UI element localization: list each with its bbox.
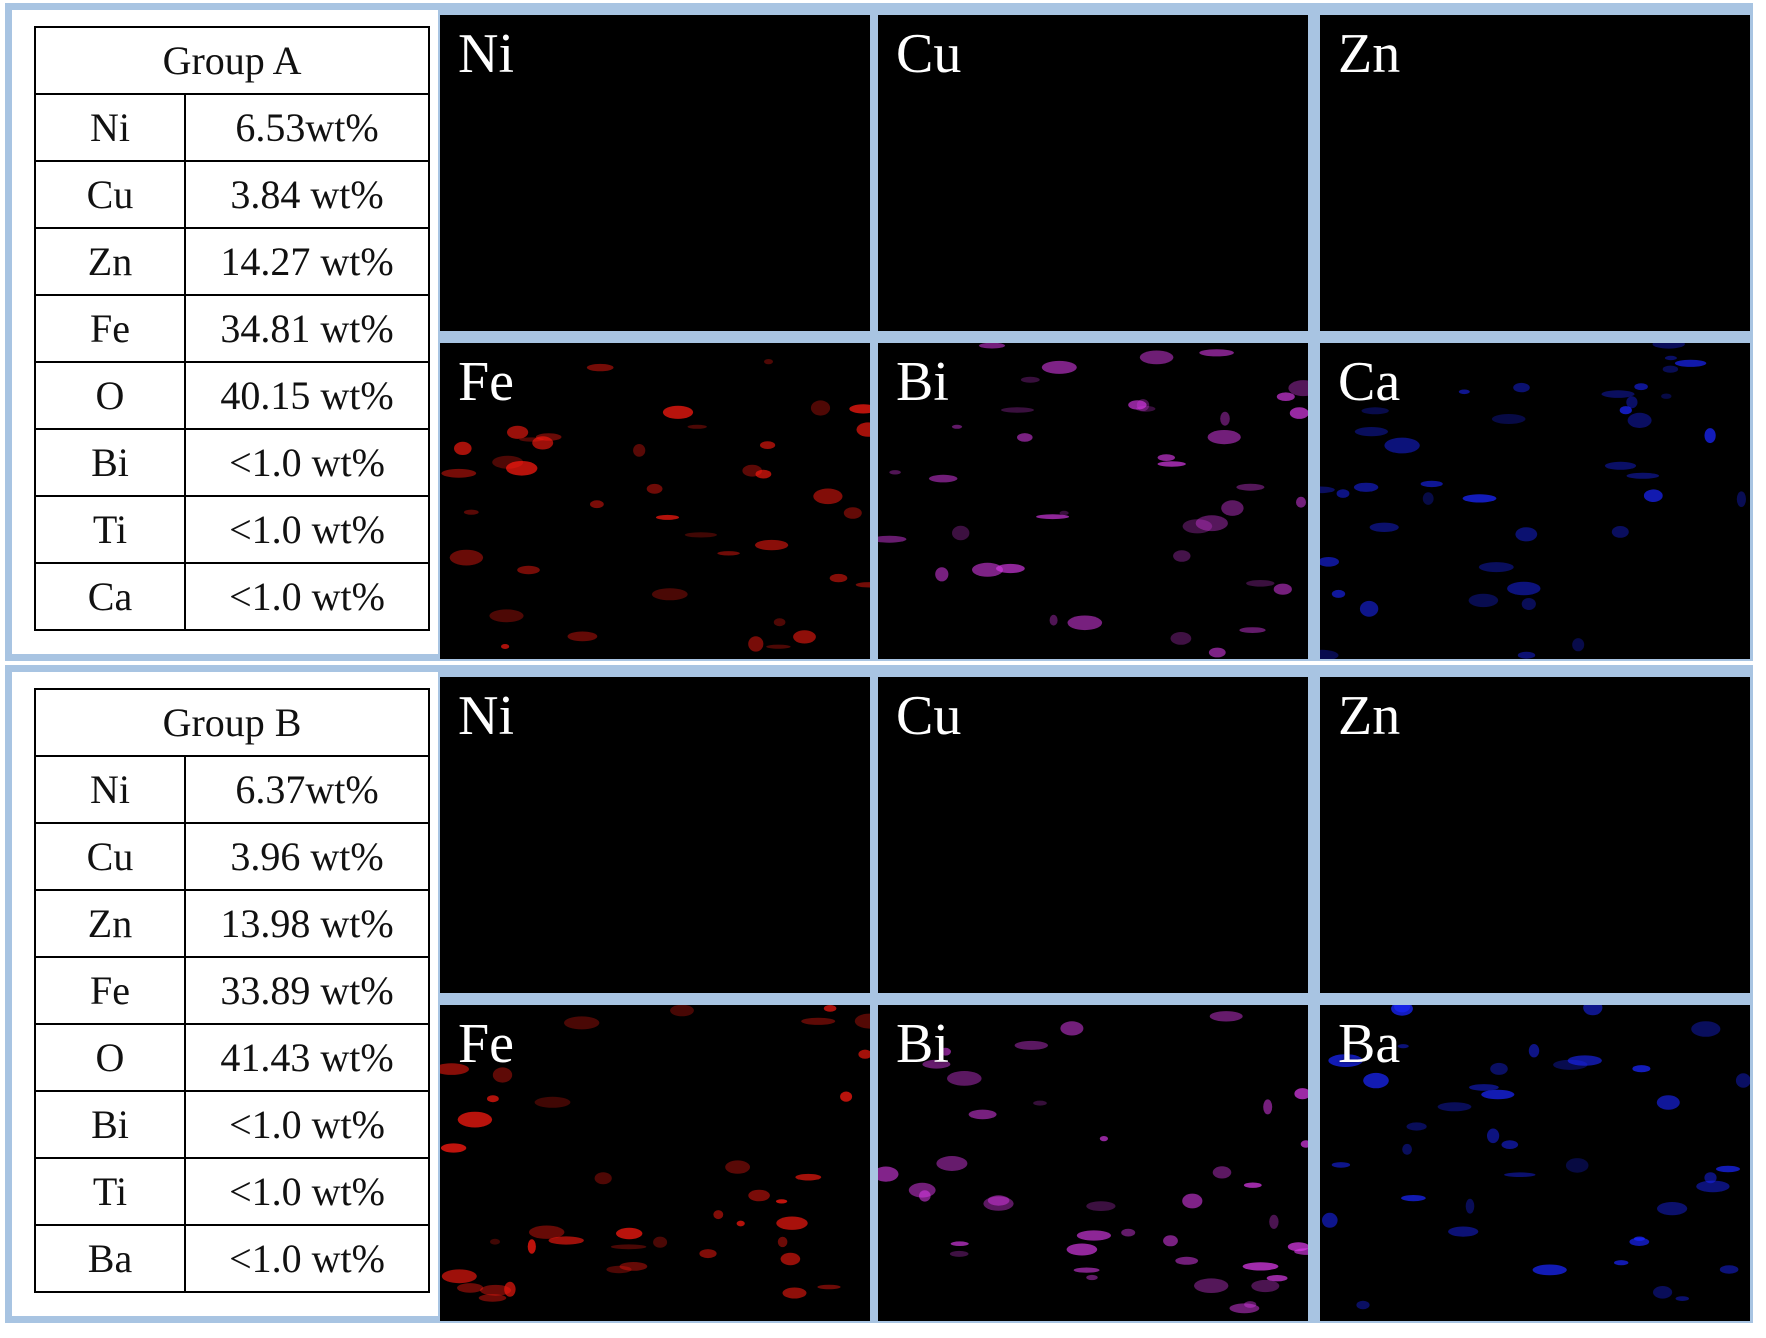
value-cell: 13.98 wt% bbox=[183, 889, 431, 958]
element-cell: Ti bbox=[34, 495, 186, 564]
value-cell: <1.0 wt% bbox=[183, 1090, 431, 1159]
value-cell: <1.0 wt% bbox=[183, 562, 431, 631]
map-label: Zn bbox=[1338, 685, 1401, 747]
group-b-map-ni: Ni bbox=[440, 677, 870, 993]
map-label: Bi bbox=[896, 351, 949, 413]
map-label: Zn bbox=[1338, 23, 1401, 85]
table-header-row: Group B bbox=[33, 688, 431, 757]
group-b-title: Group B bbox=[33, 688, 431, 757]
table-row: Ti <1.0 wt% bbox=[34, 495, 431, 564]
table-row: Bi <1.0 wt% bbox=[34, 428, 431, 497]
map-label: Ni bbox=[458, 685, 514, 747]
value-cell: 3.96 wt% bbox=[183, 822, 431, 891]
map-label: Ba bbox=[1338, 1013, 1401, 1075]
value-cell: 6.53wt% bbox=[183, 93, 431, 162]
value-cell: 3.84 wt% bbox=[183, 160, 431, 229]
table-row: Bi <1.0 wt% bbox=[34, 1090, 431, 1159]
element-cell: Bi bbox=[34, 1090, 186, 1159]
table-row: Ni 6.53wt% bbox=[34, 93, 431, 162]
table-row: Zn 14.27 wt% bbox=[34, 227, 431, 296]
group-b-map-bi: Bi bbox=[878, 1005, 1308, 1321]
map-label: Cu bbox=[896, 23, 962, 85]
group-a-table-panel: Group A Ni 6.53wt% Cu 3.84 wt% Zn 14.27 wt%… bbox=[12, 10, 438, 654]
table-row: O 40.15 wt% bbox=[34, 361, 431, 430]
map-label: Fe bbox=[458, 351, 514, 413]
group-b-composition-table: Group B Ni 6.37wt% Cu 3.96 wt% Zn 13.98 wt%… bbox=[33, 688, 431, 1293]
value-cell: 41.43 wt% bbox=[183, 1023, 431, 1092]
element-cell: Cu bbox=[34, 822, 186, 891]
element-cell: Fe bbox=[34, 294, 186, 363]
group-b-map-fe: Fe bbox=[440, 1005, 870, 1321]
map-label: Bi bbox=[896, 1013, 949, 1075]
table-row: O 41.43 wt% bbox=[34, 1023, 431, 1092]
table-row: Fe 34.81 wt% bbox=[34, 294, 431, 363]
value-cell: <1.0 wt% bbox=[183, 1224, 431, 1293]
group-a-composition-table: Group A Ni 6.53wt% Cu 3.84 wt% Zn 14.27 wt%… bbox=[33, 26, 431, 631]
map-label: Cu bbox=[896, 685, 962, 747]
group-a-map-zn: Zn bbox=[1320, 15, 1750, 331]
element-cell: Ti bbox=[34, 1157, 186, 1226]
map-label: Ca bbox=[1338, 351, 1401, 413]
map-label: Fe bbox=[458, 1013, 514, 1075]
group-b-map-ba: Ba bbox=[1320, 1005, 1750, 1321]
table-row: Ti <1.0 wt% bbox=[34, 1157, 431, 1226]
table-row: Cu 3.96 wt% bbox=[34, 822, 431, 891]
group-b-map-zn: Zn bbox=[1320, 677, 1750, 993]
element-cell: O bbox=[34, 1023, 186, 1092]
value-cell: 6.37wt% bbox=[183, 755, 431, 824]
table-row: Fe 33.89 wt% bbox=[34, 956, 431, 1025]
value-cell: <1.0 wt% bbox=[183, 428, 431, 497]
value-cell: 14.27 wt% bbox=[183, 227, 431, 296]
map-label: Ni bbox=[458, 23, 514, 85]
table-row: Ba <1.0 wt% bbox=[34, 1224, 431, 1293]
value-cell: <1.0 wt% bbox=[183, 1157, 431, 1226]
table-header-row: Group A bbox=[33, 26, 431, 95]
table-row: Ca <1.0 wt% bbox=[34, 562, 431, 631]
group-a-map-ca: Ca bbox=[1320, 343, 1750, 659]
group-a-panel: Group A Ni 6.53wt% Cu 3.84 wt% Zn 14.27 wt%… bbox=[5, 3, 1753, 661]
group-a-map-bi: Bi bbox=[878, 343, 1308, 659]
value-cell: <1.0 wt% bbox=[183, 495, 431, 564]
element-cell: Fe bbox=[34, 956, 186, 1025]
element-cell: Zn bbox=[34, 227, 186, 296]
element-cell: O bbox=[34, 361, 186, 430]
group-b-panel: Group B Ni 6.37wt% Cu 3.96 wt% Zn 13.98 wt%… bbox=[5, 665, 1753, 1323]
group-a-map-fe: Fe bbox=[440, 343, 870, 659]
group-a-map-cu: Cu bbox=[878, 15, 1308, 331]
group-b-map-cu: Cu bbox=[878, 677, 1308, 993]
element-cell: Zn bbox=[34, 889, 186, 958]
element-cell: Ba bbox=[34, 1224, 186, 1293]
table-row: Cu 3.84 wt% bbox=[34, 160, 431, 229]
element-cell: Bi bbox=[34, 428, 186, 497]
element-cell: Ca bbox=[34, 562, 186, 631]
value-cell: 34.81 wt% bbox=[183, 294, 431, 363]
group-b-table-panel: Group B Ni 6.37wt% Cu 3.96 wt% Zn 13.98 wt%… bbox=[12, 672, 438, 1316]
element-cell: Ni bbox=[34, 755, 186, 824]
value-cell: 40.15 wt% bbox=[183, 361, 431, 430]
element-cell: Cu bbox=[34, 160, 186, 229]
value-cell: 33.89 wt% bbox=[183, 956, 431, 1025]
group-a-map-ni: Ni bbox=[440, 15, 870, 331]
group-a-title: Group A bbox=[33, 26, 431, 95]
element-cell: Ni bbox=[34, 93, 186, 162]
table-row: Zn 13.98 wt% bbox=[34, 889, 431, 958]
table-row: Ni 6.37wt% bbox=[34, 755, 431, 824]
